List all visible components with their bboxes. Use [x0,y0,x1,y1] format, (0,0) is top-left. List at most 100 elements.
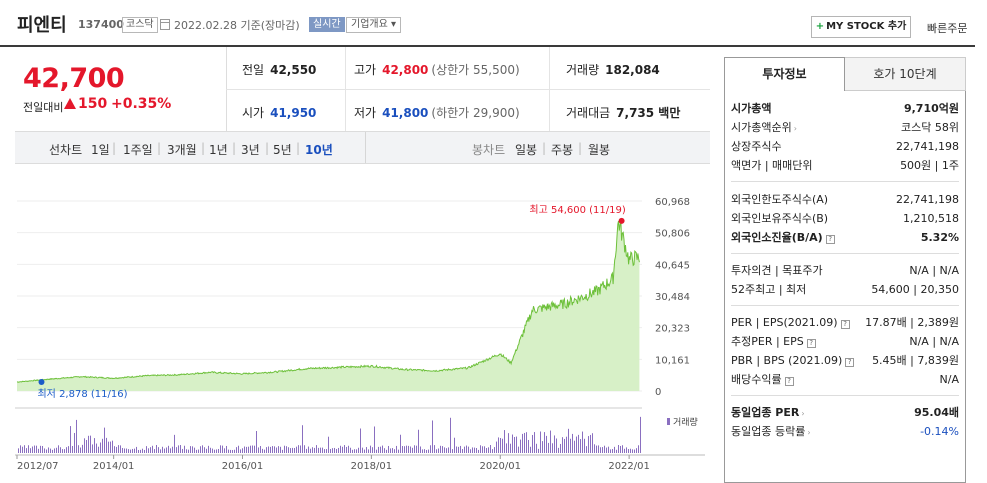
candle-daily[interactable]: 일봉 [515,143,538,157]
volume-bar [406,445,407,453]
volume-bar [60,447,61,453]
corp-info-dropdown[interactable]: 기업개요 ▾ [346,17,401,33]
volume-bar [490,445,491,453]
volume-bar [214,449,215,453]
volume-bar [202,445,203,453]
volume-bar [546,435,547,453]
volume-bar [340,445,341,453]
candle-weekly[interactable]: 주봉 [551,143,574,157]
x-tick-label: 2022/01 [608,461,650,472]
divider [731,395,959,396]
plus-icon: + [815,21,825,32]
volume-bar [226,445,227,453]
volume-bar [632,449,633,453]
volume-bar [168,445,169,453]
y-tick-label: 0 [655,387,661,398]
volume-bar [80,447,81,453]
volume-bar [310,448,311,453]
volume-bar [478,449,479,453]
up-triangle-icon [64,98,76,109]
volume-bar [38,448,39,453]
period-3y[interactable]: 3년 [241,143,260,157]
help-icon[interactable]: ? [840,320,850,329]
period-3m[interactable]: 3개월 [167,143,197,157]
prev-compare-label: 전일대비 [23,101,64,114]
volume-bar [596,445,597,453]
help-icon[interactable]: ? [784,377,794,386]
volume-bar [44,448,45,453]
period-10y[interactable]: 10년 [305,143,333,157]
volume-bar [176,447,177,453]
help-icon[interactable]: ? [845,358,855,367]
volume-bar [100,442,101,453]
y-tick-label: 40,645 [655,260,690,271]
volume-bar [118,445,119,453]
volume-bar [22,446,23,453]
volume-bar [402,446,403,453]
info-row[interactable]: 동일업종 PER › 95.04배 [731,406,959,419]
volume-bar [536,443,537,453]
volume-bar [532,434,533,453]
volume-bar [454,437,455,453]
info-row: 외국인한도주식수(A) 22,741,198 [731,193,959,206]
volume-bar [220,445,221,453]
volume-bar [268,446,269,453]
info-row[interactable]: 동일업종 등락률 › -0.14% [731,425,959,438]
candle-monthly[interactable]: 월봉 [588,143,611,157]
volume-bars [18,416,641,453]
volume-bar [456,446,457,453]
volume-bar [26,448,27,453]
volume-bar [200,446,201,453]
help-icon[interactable]: ? [806,339,816,348]
volume-bar [270,446,271,453]
period-1d[interactable]: 1일 [91,143,110,157]
x-tick-label: 2012/07 [17,461,59,472]
candle-chart-label: 봉차트 [472,143,506,157]
chevron-right-icon: › [801,409,805,418]
volume-bar [458,446,459,453]
calendar-icon [160,19,170,30]
period-1w[interactable]: 1주일 [123,143,153,157]
volume-bar [576,436,577,453]
volume-bar [508,433,509,453]
volume-bar [386,449,387,453]
period-1y[interactable]: 1년 [209,143,228,157]
add-mystock-button[interactable]: + MY STOCK 추가 [811,16,911,38]
separator: | [112,141,117,155]
separator: | [232,141,237,155]
volume-bar [72,445,73,453]
volume-bar [204,447,205,453]
price-chart[interactable]: 60,968 50,806 40,645 30,484 20,323 10,161 0 최고… [15,164,710,481]
volume-bar [18,448,19,453]
volume-bar [130,449,131,453]
period-5y[interactable]: 5년 [273,143,292,157]
volume-bar [250,445,251,453]
volume-bar [158,447,159,453]
volume-bar [578,434,579,453]
volume-bar [380,446,381,453]
volume-bar [398,449,399,453]
chart-period-bar: 선차트 1일 | 1주일 | 3개월 | 1년 | 3년 | 5년 | 10년 … [15,131,710,164]
info-row: 상장주식수 22,741,198 [731,140,959,153]
help-icon[interactable]: ? [825,235,835,244]
volume-bar [222,445,223,453]
volume-bar [210,447,211,453]
tab-invest-info[interactable]: 투자정보 [724,57,845,91]
volume-bar [498,437,499,453]
volume-bar [178,445,179,453]
volume-bar [312,447,313,453]
volume-bar [68,446,69,453]
volume-bar [186,449,187,453]
realtime-button[interactable]: 실시간 [309,17,345,32]
x-tick-label: 2016/01 [222,461,264,472]
volume-bar [486,448,487,453]
volume-bar [556,438,557,453]
volume-bar [366,447,367,453]
price-line [16,220,640,383]
volume-bar [592,433,593,453]
volume-bar [142,448,143,453]
tab-orderbook[interactable]: 호가 10단계 [845,57,966,91]
info-row[interactable]: 시가총액순위 › 코스닥 58위 [731,121,959,134]
quick-order-link[interactable]: 빠른주문 [927,22,968,35]
volume-bar [96,443,97,453]
